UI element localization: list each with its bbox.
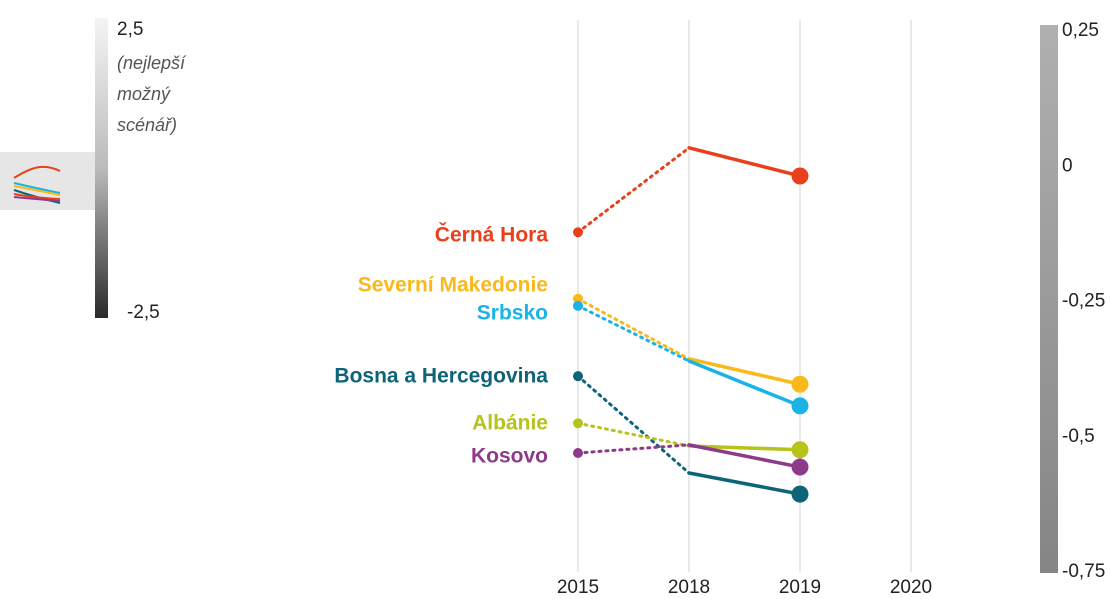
- series-label: Černá Hora: [435, 223, 549, 247]
- point: [573, 418, 583, 429]
- series-line: [687, 357, 802, 387]
- series-line: [687, 359, 802, 408]
- point: [573, 300, 583, 311]
- y-tick-label: 0: [1062, 155, 1073, 176]
- point: [791, 375, 809, 393]
- series-line: [576, 421, 691, 448]
- point: [791, 485, 809, 503]
- series-line: [576, 374, 691, 475]
- scale-top: 2,5: [117, 19, 143, 40]
- series-line: [687, 444, 802, 452]
- point: [791, 397, 809, 415]
- series-label: Srbsko: [477, 302, 548, 325]
- y-tick-label: -0,5: [1062, 426, 1095, 447]
- y-tick-label: -0,75: [1062, 561, 1105, 582]
- x-tick-label: 2018: [668, 577, 710, 598]
- series-line: [576, 443, 691, 455]
- scale-note: scénář): [117, 115, 177, 135]
- series-line: [687, 443, 802, 469]
- series-label: Kosovo: [471, 445, 548, 468]
- series-line: [687, 471, 802, 496]
- series-line: [576, 146, 691, 234]
- series-label: Albánie: [472, 412, 548, 435]
- thumbnail: [0, 152, 95, 210]
- y-tick-label: -0,25: [1062, 291, 1105, 312]
- color-scale-bar: [95, 18, 108, 318]
- scale-note: možný: [117, 84, 171, 104]
- point: [573, 447, 583, 458]
- point: [573, 293, 583, 304]
- point: [791, 441, 809, 459]
- point: [791, 167, 809, 185]
- series-label: Severní Makedonie: [358, 274, 548, 297]
- x-tick-label: 2019: [779, 577, 821, 598]
- series-line: [687, 146, 802, 178]
- scale-bottom: -2,5: [127, 302, 160, 323]
- series-line: [576, 297, 691, 361]
- series-line: [576, 304, 691, 363]
- y-axis-bar: [1040, 25, 1058, 573]
- series-label: Bosna a Hercegovina: [334, 365, 548, 388]
- y-tick-label: 0,25: [1062, 20, 1099, 41]
- x-tick-label: 2020: [890, 577, 932, 598]
- scale-note: (nejlepší: [117, 53, 187, 73]
- point: [573, 371, 583, 382]
- point: [791, 458, 809, 476]
- point: [573, 227, 583, 238]
- x-tick-label: 2015: [557, 577, 599, 598]
